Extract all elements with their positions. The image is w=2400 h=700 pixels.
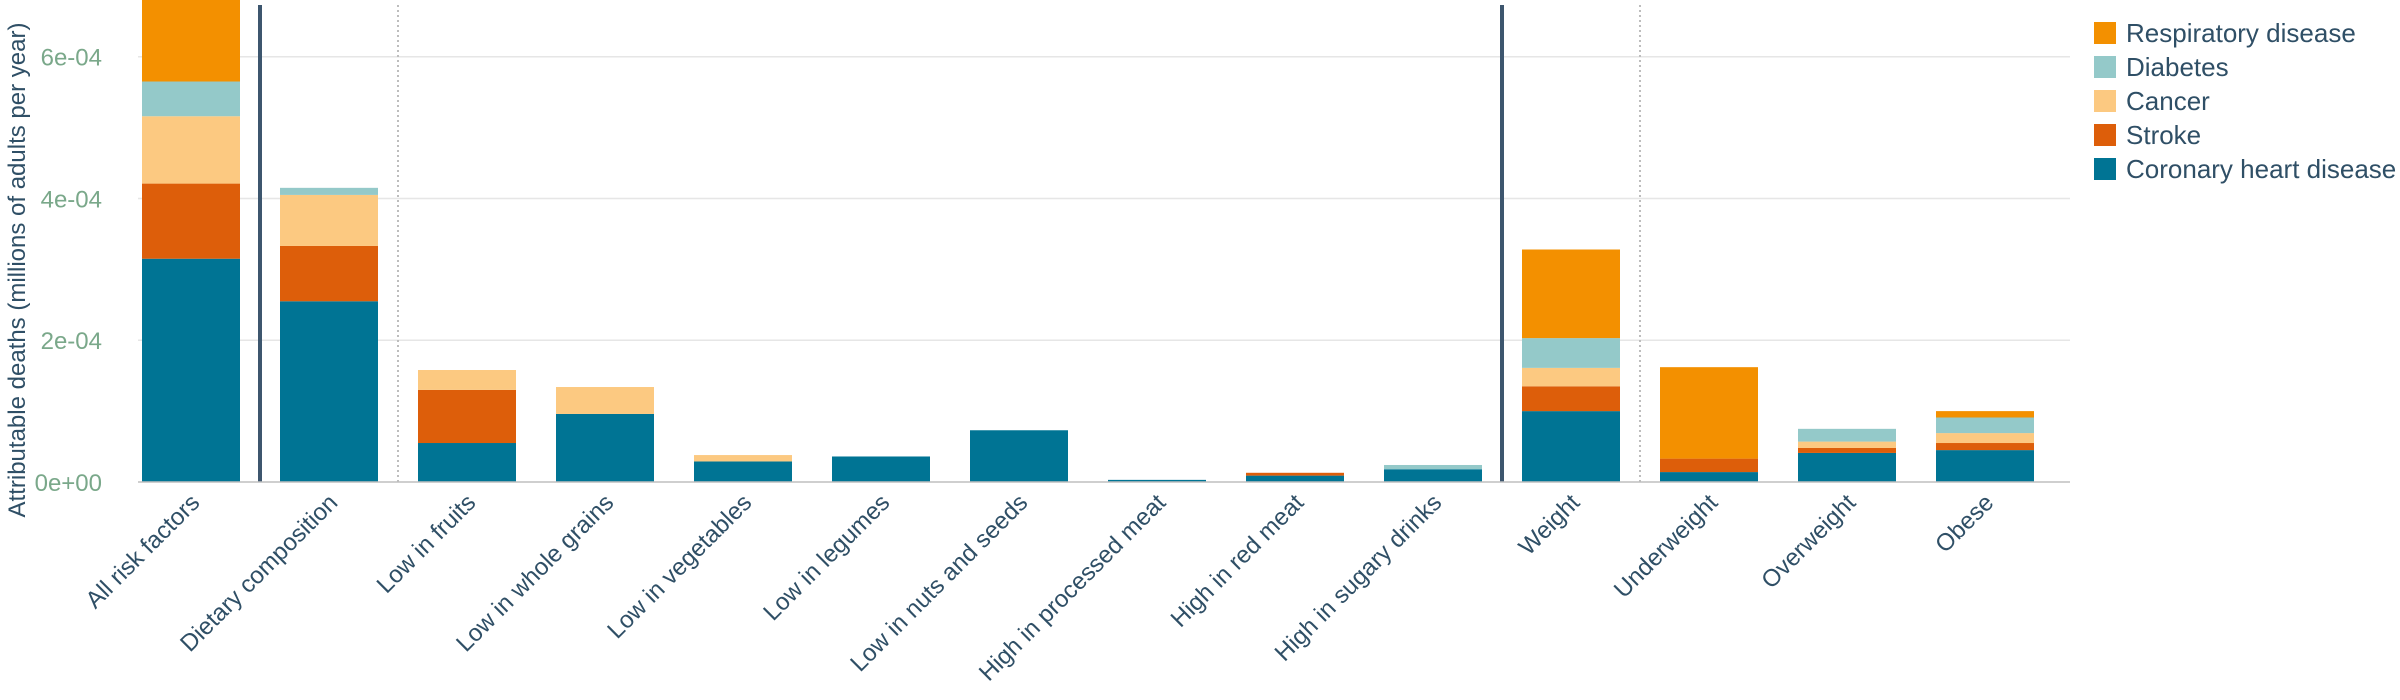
legend-label: Respiratory disease xyxy=(2126,18,2356,48)
bar-segment xyxy=(1246,475,1344,482)
bar-segment xyxy=(694,461,792,482)
bar-segment xyxy=(1384,469,1482,482)
bar-segment xyxy=(1384,464,1482,470)
bar-segment xyxy=(280,187,378,195)
x-tick-label: Overweight xyxy=(1756,489,1861,594)
x-tick-label: Low in fruits xyxy=(372,489,482,599)
bar-segment xyxy=(1660,458,1758,473)
legend-label: Diabetes xyxy=(2126,52,2229,82)
x-tick-label: Obese xyxy=(1930,489,1999,558)
bar-segment xyxy=(418,389,516,444)
x-tick-label: Low in legumes xyxy=(758,489,895,626)
y-tick-labels: 0e+00 2e-04 4e-04 6e-04 xyxy=(35,45,102,497)
legend-swatch xyxy=(2094,22,2116,44)
bar-segment xyxy=(1798,441,1896,448)
bar-segment xyxy=(1660,367,1758,459)
bar-segment xyxy=(1936,417,2034,434)
bar-segment xyxy=(1798,428,1896,442)
bar-segment xyxy=(1660,472,1758,482)
y-tick-label: 2e-04 xyxy=(41,328,102,355)
legend-swatch xyxy=(2094,124,2116,146)
bar-segment xyxy=(1522,338,1620,368)
x-tick-label: Dietary composition xyxy=(175,489,343,657)
bar-segment xyxy=(418,443,516,482)
bar-segment xyxy=(556,413,654,482)
bar-segment xyxy=(1522,386,1620,412)
legend-label: Stroke xyxy=(2126,120,2201,150)
y-tick-label: 4e-04 xyxy=(41,186,102,213)
bar-segment xyxy=(1246,472,1344,476)
bar-segment xyxy=(280,301,378,482)
legend-swatch xyxy=(2094,90,2116,112)
legend-label: Cancer xyxy=(2126,86,2210,116)
bar-segment xyxy=(280,194,378,246)
bar-segment xyxy=(1798,452,1896,482)
bar-segment xyxy=(418,370,516,390)
bar-segment xyxy=(832,456,930,482)
y-axis-title: Attributable deaths (millions of adults … xyxy=(4,23,31,518)
bar-segment xyxy=(1936,433,2034,444)
y-tick-label: 6e-04 xyxy=(41,45,102,72)
bar-segment xyxy=(142,258,240,482)
bar-segment xyxy=(1522,411,1620,482)
x-tick-label: Low in whole grains xyxy=(451,489,619,657)
bar-segment xyxy=(142,81,240,117)
grid-lines xyxy=(138,55,2070,341)
x-tick-label: High in red meat xyxy=(1166,489,1310,633)
bar-segment xyxy=(1936,443,2034,451)
bar-segment xyxy=(142,0,240,82)
x-tick-label: All risk factors xyxy=(81,489,206,614)
bar-segment xyxy=(1798,447,1896,453)
bar-stacks xyxy=(142,0,2034,482)
x-tick-label: Low in vegetables xyxy=(602,489,757,644)
y-tick-label: 0e+00 xyxy=(35,470,102,497)
bar-segment xyxy=(694,455,792,462)
bar-segment xyxy=(970,430,1068,482)
x-tick-label: Underweight xyxy=(1609,489,1724,604)
bar-segment xyxy=(280,245,378,302)
bar-segment xyxy=(1522,249,1620,339)
legend-swatch xyxy=(2094,56,2116,78)
legend-swatch xyxy=(2094,158,2116,180)
bar-segment xyxy=(1936,411,2034,418)
bar-segment xyxy=(556,387,654,414)
x-tick-label: Weight xyxy=(1514,489,1586,561)
legend-label: Coronary heart disease xyxy=(2126,154,2396,184)
legend: Respiratory disease Diabetes Cancer Stroke C… xyxy=(2094,18,2396,184)
bar-segment xyxy=(1108,479,1206,482)
bar-segment xyxy=(1936,450,2034,482)
bar-segment xyxy=(1522,367,1620,387)
bar-segment xyxy=(142,183,240,259)
bar-segment xyxy=(142,116,240,184)
group-separators xyxy=(258,5,1641,482)
